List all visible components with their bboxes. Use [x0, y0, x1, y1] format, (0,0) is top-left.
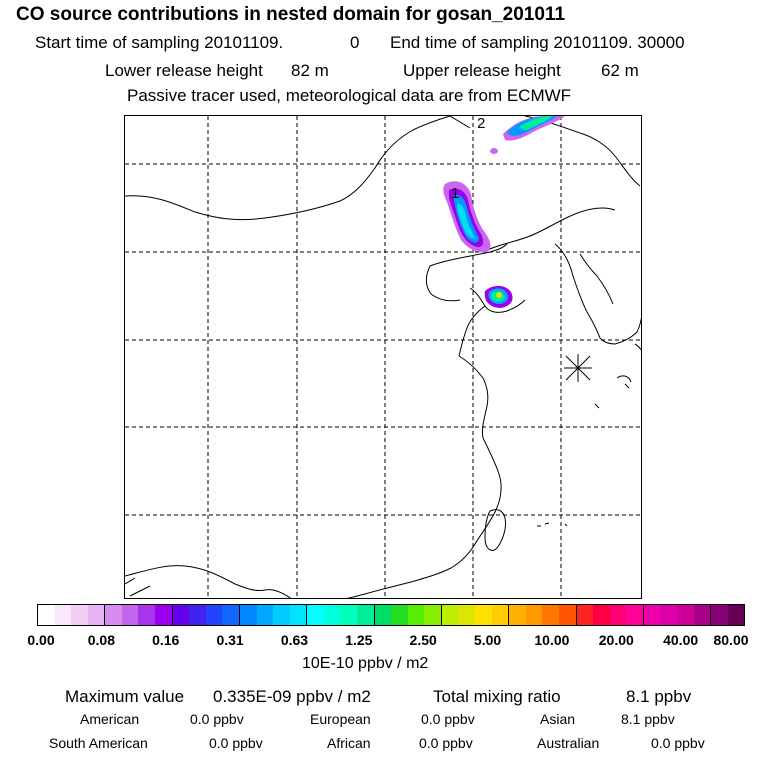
colorbar-segment [509, 605, 526, 625]
colorbar-segment [593, 605, 610, 625]
colorbar-segment [391, 605, 408, 625]
receptor-star-icon [564, 354, 592, 382]
trajectory-marker-2: 2 [477, 116, 485, 132]
map-canvas: 1 2 [125, 116, 641, 598]
colorbar-segment [189, 605, 206, 625]
colorbar-segment [441, 605, 459, 625]
colorbar-tick-label: 2.50 [409, 632, 437, 648]
plume-3 [490, 116, 565, 154]
colorbar-segment [475, 605, 492, 625]
colorbar-segment [54, 605, 72, 625]
colorbar-segment [727, 605, 745, 625]
colorbar-segment [491, 605, 510, 625]
colorbar-segment [121, 605, 139, 625]
colorbar-tick-label: 0.31 [216, 632, 244, 648]
colorbar-segment [323, 605, 341, 625]
colorbar-segment [222, 605, 240, 625]
end-time-label: End time of sampling 20101109. 30000 [390, 33, 685, 52]
colorbar-segment [87, 605, 106, 625]
graticule [125, 116, 641, 598]
colorbar-segment [576, 605, 594, 625]
colorbar-tick-label: 5.00 [473, 632, 502, 648]
region-value: 0.0 ppbv [651, 735, 705, 751]
colorbar-segment [558, 605, 577, 625]
colorbar-segment [525, 605, 543, 625]
plume-1 [443, 181, 491, 253]
colorbar-segment [356, 605, 375, 625]
colorbar-segment [626, 605, 644, 625]
region-name: South American [49, 735, 148, 751]
colorbar-segment [374, 605, 392, 625]
total-mixing-value: 8.1 ppbv [626, 687, 692, 706]
colorbar-segment [424, 605, 442, 625]
start-hour: 0 [350, 33, 360, 52]
trajectory-marker-1: 1 [451, 185, 459, 202]
upper-height-label: Upper release height [403, 61, 561, 80]
tracer-note: Passive tracer used, meteorological data… [127, 86, 572, 105]
region-name: American [80, 711, 140, 727]
colorbar-segment [542, 605, 559, 625]
colorbar-segment [205, 605, 223, 625]
plot-title: CO source contributions in nested domain… [16, 4, 566, 25]
region-value: 0.0 ppbv [421, 711, 475, 727]
colorbar-tick-label: 80.00 [713, 632, 749, 648]
colorbar-segment [660, 605, 677, 625]
total-mixing-label: Total mixing ratio [433, 687, 561, 706]
lower-height-value: 82 m [291, 61, 329, 80]
colorbar-segment [458, 605, 476, 625]
colorbar-segment [643, 605, 661, 625]
max-value-label: Maximum value [65, 687, 185, 706]
region-name: African [327, 735, 371, 751]
upper-height-value: 62 m [601, 61, 639, 80]
colorbar-segment [38, 605, 55, 625]
colorbar [37, 604, 745, 626]
region-name: European [310, 711, 371, 727]
start-time-label: Start time of sampling 20101109. [35, 33, 284, 52]
colorbar-segment [693, 605, 712, 625]
colorbar-tick-label: 10.00 [534, 632, 570, 648]
colorbar-tick-label: 0.16 [152, 632, 180, 648]
colorbar-segment [407, 605, 425, 625]
colorbar-segment [172, 605, 190, 625]
region-value: 0.0 ppbv [209, 735, 263, 751]
region-value: 0.0 ppbv [190, 711, 244, 727]
colorbar-segment [340, 605, 357, 625]
region-value: 8.1 ppbv [621, 711, 675, 727]
colorbar-segment [138, 605, 156, 625]
colorbar-segment [289, 605, 308, 625]
colorbar-segment [273, 605, 290, 625]
colorbar-segment [256, 605, 274, 625]
map-panel: 1 2 [124, 115, 642, 599]
colorbar-segment [711, 605, 728, 625]
region-name: Australian [537, 735, 600, 751]
colorbar-tick-label: 1.25 [345, 632, 373, 648]
colorbar-segment [609, 605, 627, 625]
lower-height-label: Lower release height [105, 61, 263, 80]
plume-2 [484, 285, 513, 308]
colorbar-segment [71, 605, 88, 625]
colorbar-tick-label: 40.00 [663, 632, 699, 648]
colorbar-tick-label: 0.08 [87, 632, 115, 648]
colorbar-segment [105, 605, 122, 625]
region-value: 0.0 ppbv [419, 735, 473, 751]
colorbar-tick-label: 0.00 [27, 632, 55, 648]
concentration-plumes [443, 116, 565, 308]
colorbar-segment [307, 605, 324, 625]
colorbar-segment [155, 605, 173, 625]
max-value: 0.335E-09 ppbv / m2 [213, 687, 371, 706]
colorbar-tick-label: 20.00 [598, 632, 634, 648]
colorbar-unit: 10E-10 ppbv / m2 [302, 655, 429, 672]
colorbar-segment [239, 605, 257, 625]
colorbar-segment [676, 605, 694, 625]
colorbar-tick-label: 0.63 [280, 632, 309, 648]
coastlines [125, 116, 641, 598]
region-name: Asian [540, 711, 576, 727]
